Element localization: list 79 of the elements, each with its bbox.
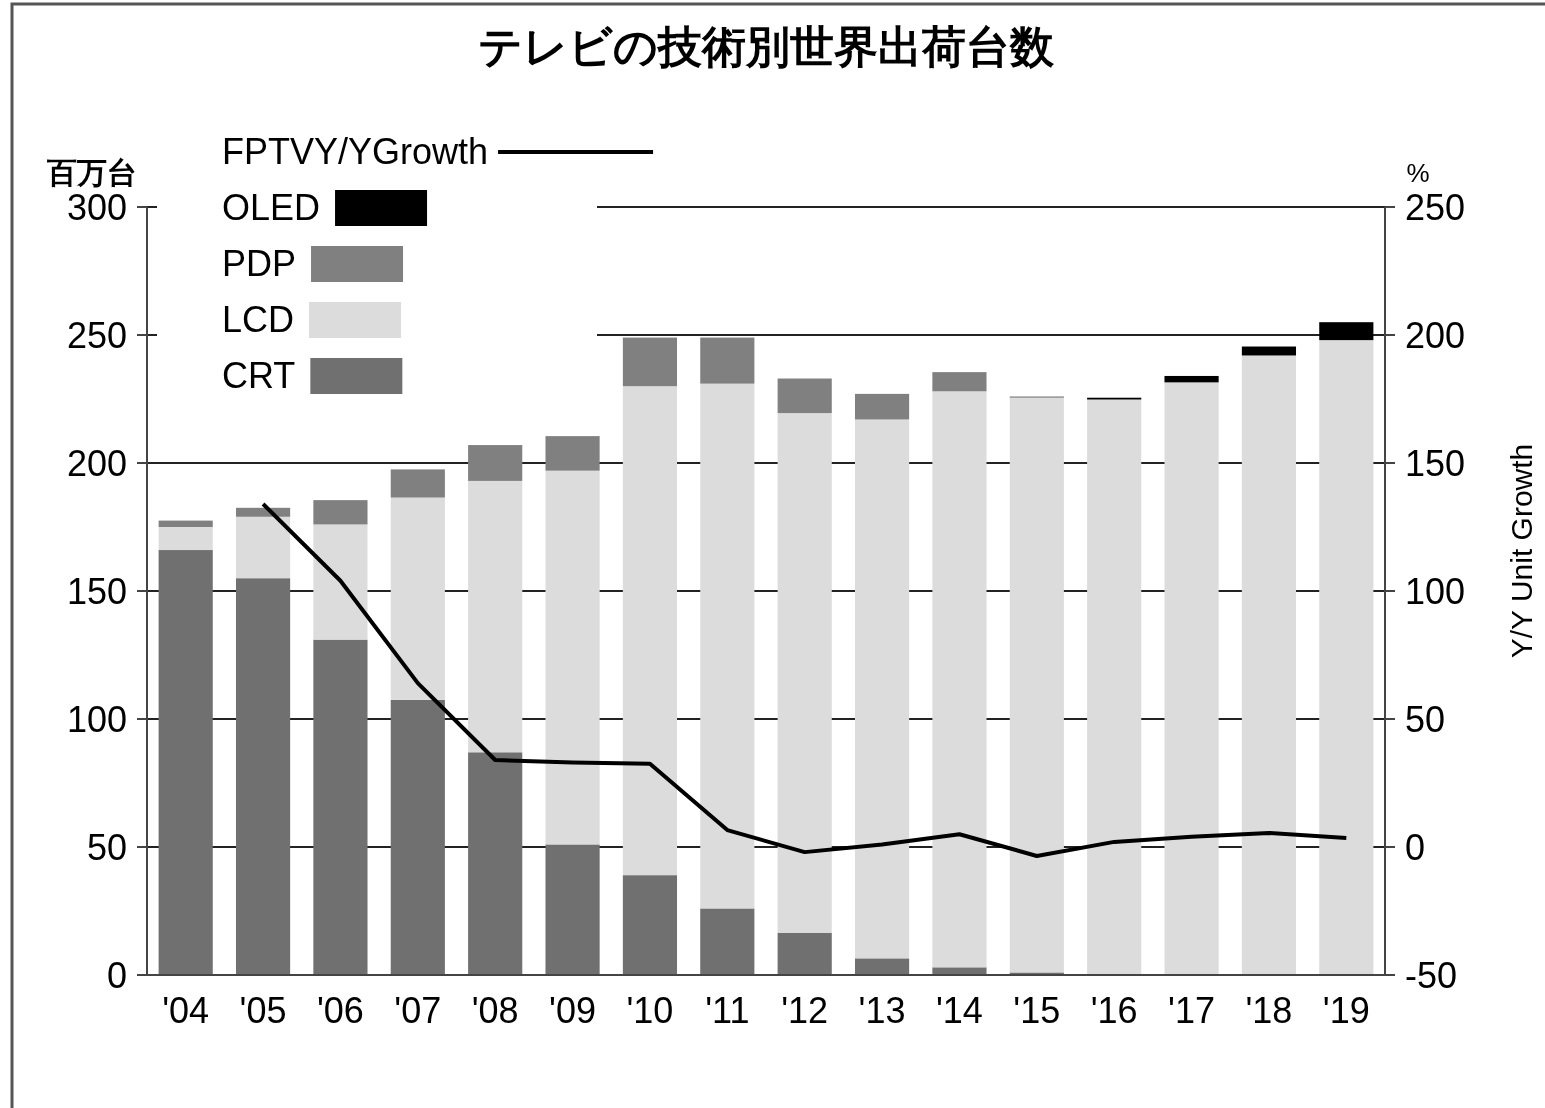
y2-tick-label: -50 bbox=[1405, 955, 1458, 996]
x-tick-label: '18 bbox=[1245, 990, 1293, 1031]
bar bbox=[1319, 340, 1374, 975]
y2-tick-label: 200 bbox=[1405, 315, 1466, 356]
bar bbox=[932, 372, 987, 392]
bar bbox=[622, 337, 678, 387]
x-tick-label: '13 bbox=[858, 990, 906, 1031]
bar bbox=[1319, 322, 1374, 341]
x-tick-label: '06 bbox=[316, 990, 364, 1031]
bar bbox=[235, 578, 291, 975]
legend-label: PDP bbox=[222, 243, 297, 284]
bar bbox=[545, 470, 600, 845]
bar bbox=[777, 413, 832, 933]
legend-label: OLED bbox=[222, 187, 321, 228]
bar bbox=[1241, 355, 1297, 975]
bar bbox=[158, 527, 213, 551]
y-tick-label: 300 bbox=[66, 187, 127, 228]
bar bbox=[1087, 399, 1142, 975]
bar bbox=[545, 844, 600, 975]
bar bbox=[313, 500, 368, 525]
x-tick-label: '07 bbox=[394, 990, 442, 1031]
y2-tick-label: 0 bbox=[1405, 827, 1426, 868]
bar bbox=[468, 445, 523, 481]
bar bbox=[390, 497, 445, 700]
y-tick-label: 50 bbox=[86, 827, 127, 868]
x-tick-label: '10 bbox=[626, 990, 674, 1031]
y-tick-label: 0 bbox=[106, 955, 127, 996]
bar bbox=[1009, 397, 1064, 973]
x-tick-label: '05 bbox=[239, 990, 287, 1031]
legend-label: FPTVY/YGrowth bbox=[222, 131, 489, 172]
bar bbox=[468, 752, 523, 975]
bar bbox=[854, 393, 910, 420]
x-tick-label: '04 bbox=[162, 990, 210, 1031]
chart-title: テレビの技術別世界出荷台数 bbox=[478, 22, 1055, 71]
x-tick-label: '12 bbox=[781, 990, 829, 1031]
bar bbox=[158, 520, 213, 527]
y-tick-label: 100 bbox=[66, 699, 127, 740]
bar bbox=[932, 967, 987, 975]
x-tick-label: '11 bbox=[705, 990, 750, 1031]
bar bbox=[390, 469, 445, 498]
y2-axis-title: Y/Y Unit Growth bbox=[1505, 443, 1538, 659]
y2-tick-label: 50 bbox=[1405, 699, 1446, 740]
bar bbox=[622, 386, 678, 876]
bar bbox=[700, 383, 755, 909]
x-tick-label: '19 bbox=[1322, 990, 1370, 1031]
bar bbox=[468, 480, 523, 753]
text: % bbox=[1406, 158, 1430, 188]
bar bbox=[854, 958, 910, 975]
bar bbox=[313, 524, 368, 640]
y2-tick-label: 100 bbox=[1405, 571, 1466, 612]
bar bbox=[777, 378, 832, 414]
y-axis-title: 百万台 bbox=[46, 156, 137, 189]
x-tick-label: '15 bbox=[1013, 990, 1061, 1031]
bar bbox=[854, 419, 910, 959]
y2-tick-label: 150 bbox=[1405, 443, 1466, 484]
bar bbox=[932, 391, 987, 968]
y2-tick-label: 250 bbox=[1405, 187, 1466, 228]
y-tick-label: 200 bbox=[66, 443, 127, 484]
bar bbox=[1164, 375, 1219, 383]
bar bbox=[700, 337, 755, 384]
line-series bbox=[261, 501, 1349, 858]
y-tick-label: 150 bbox=[66, 571, 127, 612]
bar bbox=[700, 908, 755, 975]
x-tick-label: '09 bbox=[549, 990, 597, 1031]
bar bbox=[158, 550, 213, 975]
bar bbox=[313, 639, 368, 975]
bar bbox=[545, 436, 600, 471]
legend-label: LCD bbox=[222, 299, 295, 340]
legend-label: CRT bbox=[222, 355, 296, 396]
y-tick-label: 250 bbox=[66, 315, 127, 356]
x-tick-label: '08 bbox=[471, 990, 519, 1031]
bar bbox=[235, 516, 291, 579]
bar bbox=[777, 932, 832, 975]
bar bbox=[1164, 382, 1219, 975]
bar bbox=[622, 875, 678, 975]
bar bbox=[390, 699, 445, 975]
x-tick-label: '14 bbox=[935, 990, 983, 1031]
x-tick-label: '16 bbox=[1090, 990, 1138, 1031]
x-tick-label: '17 bbox=[1168, 990, 1216, 1031]
